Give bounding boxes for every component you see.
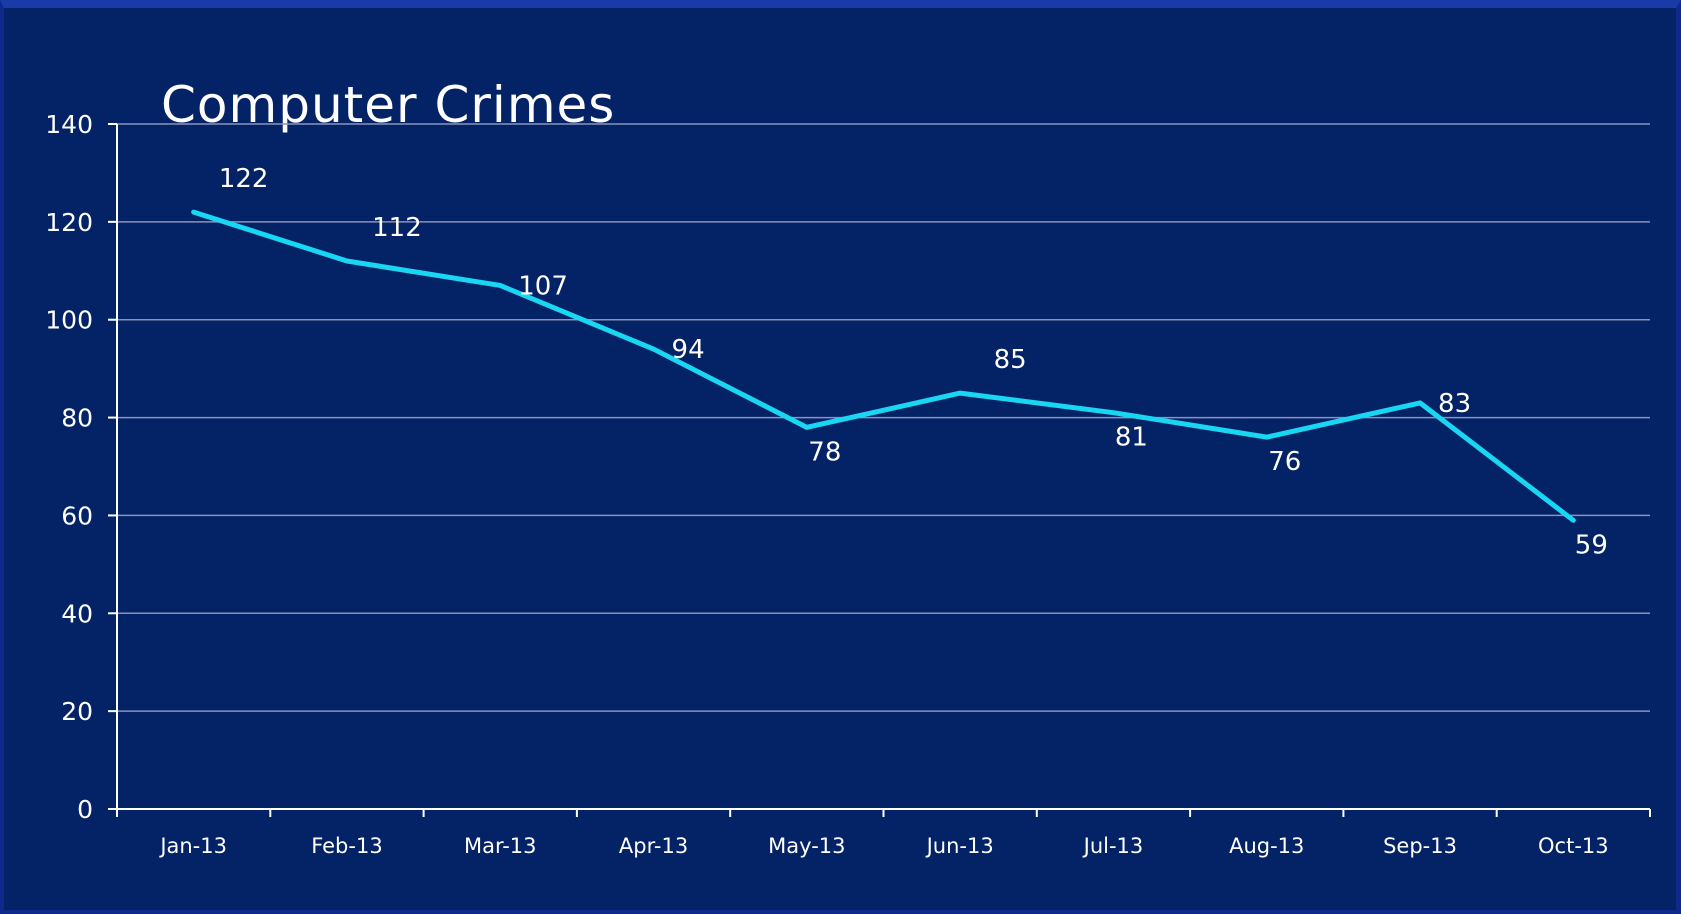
series-lines <box>191 209 1576 523</box>
data-label: 81 <box>1115 423 1148 453</box>
data-label: 83 <box>1438 389 1471 419</box>
y-tick-label: 60 <box>61 501 93 530</box>
x-tick-label: Jan-13 <box>158 834 227 858</box>
data-labels: 122 112 107 94 78 85 81 76 83 59 <box>219 164 1608 560</box>
x-tick-label: Sep-13 <box>1383 834 1457 858</box>
y-tick-label: 140 <box>45 110 93 139</box>
data-label: 107 <box>518 271 568 301</box>
data-label: 59 <box>1575 530 1608 560</box>
y-tick-label: 100 <box>45 306 93 335</box>
gridlines <box>117 123 1650 712</box>
x-tick-label: Apr-13 <box>619 834 688 858</box>
x-tick-label: Aug-13 <box>1229 834 1304 858</box>
x-tick-label: May-13 <box>768 834 845 858</box>
series-line <box>191 209 1576 523</box>
x-tick-label: Mar-13 <box>464 834 537 858</box>
y-tick-label: 0 <box>77 795 93 824</box>
x-tick-label: Jun-13 <box>925 834 994 858</box>
x-tick-label: Jul-13 <box>1082 834 1144 858</box>
x-tick-label: Oct-13 <box>1538 834 1609 858</box>
data-label: 85 <box>994 345 1027 375</box>
axes: 0 20 40 60 80 100 120 140 Jan-13 Feb-13 Mar-13 Apr-… <box>45 110 1651 858</box>
line-chart: 0 20 40 60 80 100 120 140 Jan-13 Feb-13 Mar-13 Apr-… <box>45 110 1651 858</box>
y-tick-label: 40 <box>61 599 93 628</box>
data-label: 76 <box>1268 447 1301 477</box>
data-label: 94 <box>672 335 705 365</box>
data-label: 78 <box>808 437 841 467</box>
x-tick-label: Feb-13 <box>311 834 382 858</box>
y-tick-label: 80 <box>61 404 93 433</box>
y-tick-label: 20 <box>61 697 93 726</box>
data-label: 122 <box>219 164 269 194</box>
y-tick-label: 120 <box>45 208 93 237</box>
data-label: 112 <box>372 213 422 243</box>
